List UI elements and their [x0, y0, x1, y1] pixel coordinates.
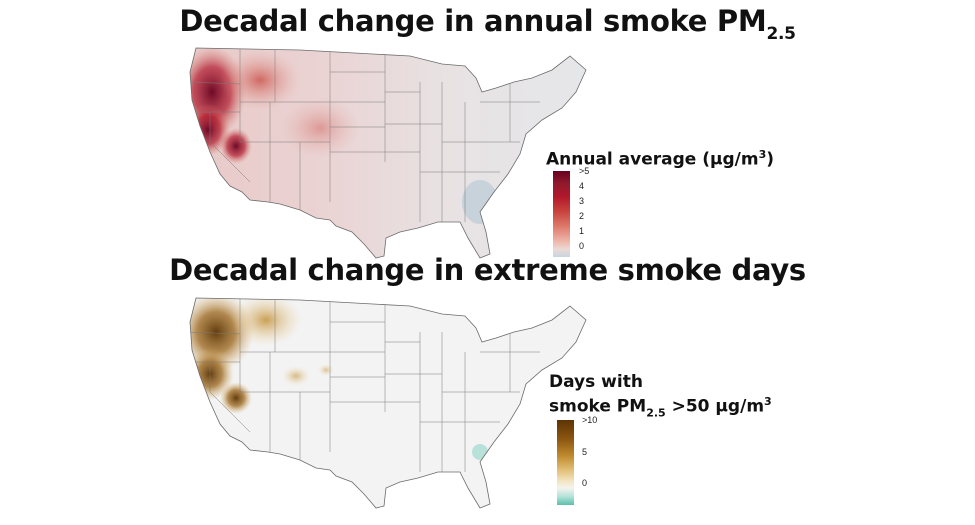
sierra-hotspot [220, 128, 252, 164]
legend-bottom-tick: 5 [582, 447, 588, 457]
state-borders [190, 48, 540, 222]
legend-title-text: Annual average (μg/m [546, 149, 759, 170]
florida-decrease [462, 180, 498, 224]
legend-title-line1: Days with [549, 372, 643, 392]
legend-bottom-tick: 0 [582, 478, 588, 488]
legend-bottom-tick: >10 [582, 415, 598, 425]
extreme-smoke-days-change-map [189, 297, 587, 509]
legend-title-line2: smoke PM2.5 >50 μg/m3 [549, 392, 772, 423]
idaho-montana-hotspot [230, 298, 302, 346]
colorado-spot [318, 364, 334, 376]
legend-top-tick: >5 [579, 166, 590, 176]
legend-line2-text: smoke PM [549, 396, 647, 417]
southeast-decrease [472, 444, 488, 460]
legend-top-tick: 1 [579, 226, 585, 236]
top-map-title: Decadal change in annual smoke PM2.5 [0, 4, 975, 44]
legend-top-tick: 4 [579, 181, 585, 191]
legend-title-close: ) [766, 149, 775, 170]
idaho-montana-hotspot [220, 50, 300, 110]
legend-top-tick: 2 [579, 211, 585, 221]
state-borders [190, 298, 540, 472]
top-map-title-subscript: 2.5 [766, 24, 796, 44]
annual-average-colorbar [553, 171, 570, 257]
smoke-pm25-change-map [189, 47, 587, 259]
annual-average-legend-title: Annual average (μg/m3) [546, 145, 774, 170]
top-map-title-text: Decadal change in annual smoke PM [179, 4, 767, 38]
colorado-shading [280, 98, 360, 158]
legend-line2-superscript: 3 [764, 395, 772, 408]
sierra-hotspot [220, 382, 252, 414]
extreme-days-colorbar [557, 420, 574, 505]
legend-title-superscript: 3 [758, 148, 767, 161]
legend-top-tick: 3 [579, 196, 585, 206]
legend-line2-subscript: 2.5 [646, 406, 666, 420]
wyoming-spot [282, 366, 310, 386]
extreme-days-legend-title: Days with smoke PM2.5 >50 μg/m3 [549, 373, 772, 423]
bottom-map-title: Decadal change in extreme smoke days [169, 253, 806, 287]
legend-line2-threshold: >50 μg/m [665, 396, 765, 417]
legend-top-tick: 0 [579, 241, 585, 251]
